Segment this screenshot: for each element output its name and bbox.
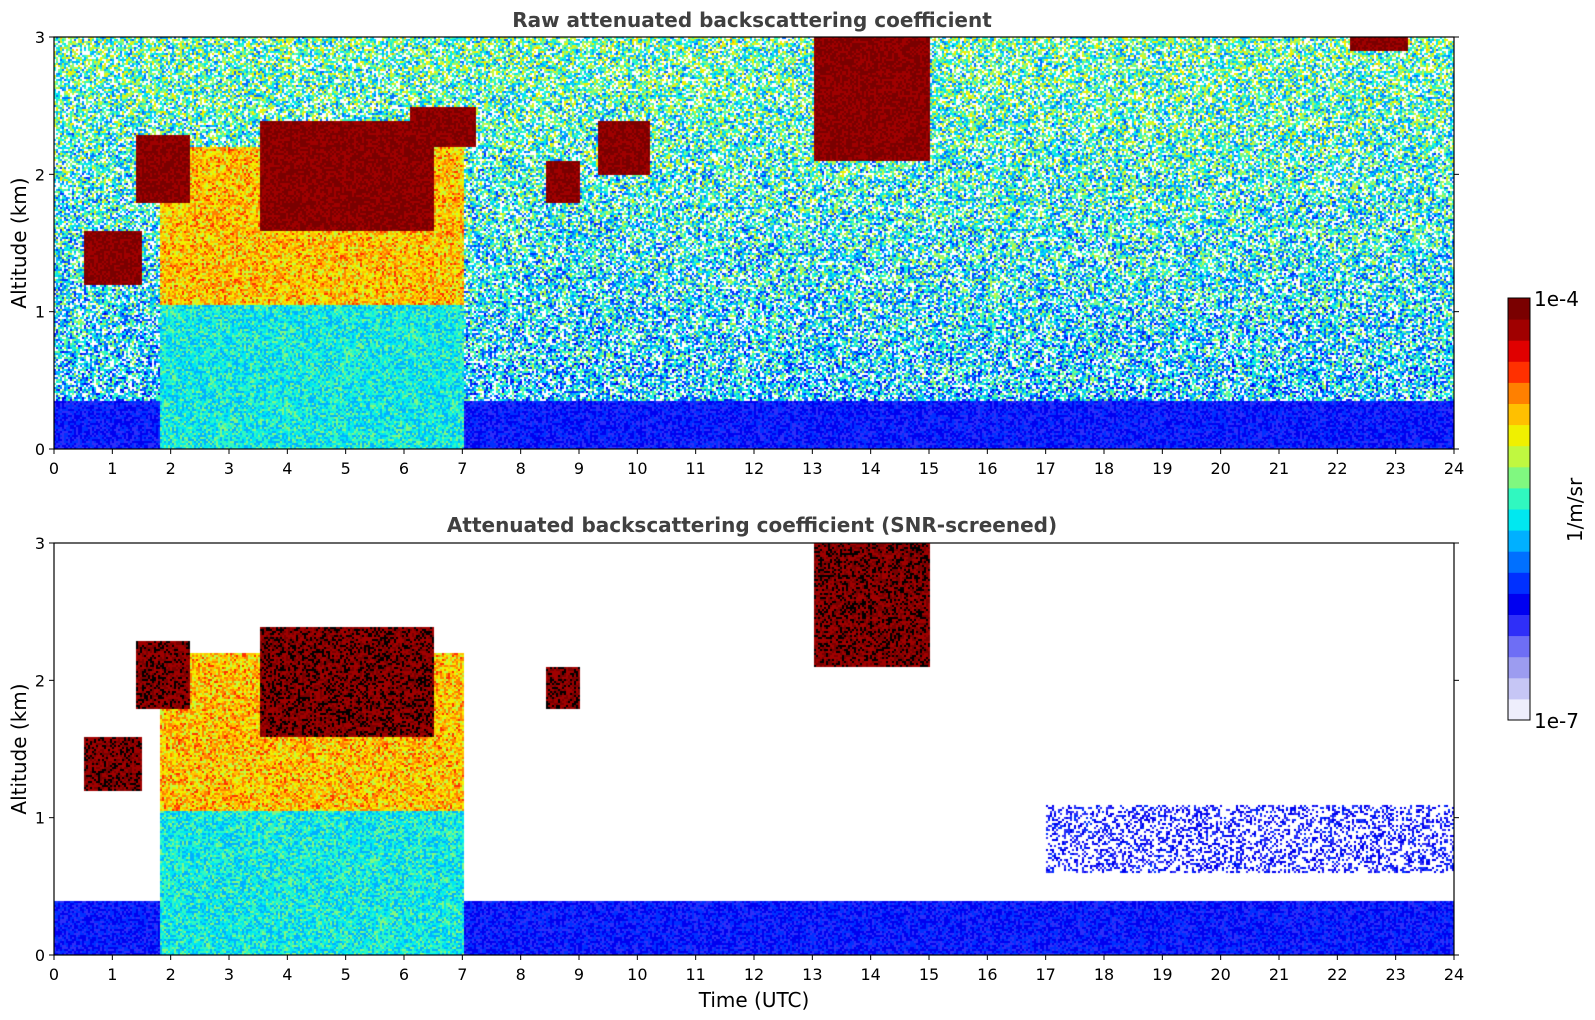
x-tick-label: 1 (107, 965, 117, 984)
x-tick-label: 1 (107, 459, 117, 478)
x-tick-label: 13 (802, 459, 822, 478)
x-tick-label: 21 (1269, 459, 1289, 478)
x-tick-label: 7 (457, 459, 467, 478)
x-tick-label: 14 (860, 459, 880, 478)
colorbar-swatch (1508, 445, 1530, 468)
y-tick-label: 3 (35, 534, 45, 553)
x-tick-label: 19 (1152, 965, 1172, 984)
y-tick-label: 2 (35, 165, 45, 184)
colorbar-swatch (1508, 424, 1530, 447)
x-tick-label: 4 (282, 459, 292, 478)
bottom-y-axis-label: Altitude (km) (7, 683, 31, 814)
x-tick-label: 3 (224, 965, 234, 984)
x-tick-label: 10 (627, 965, 647, 984)
colorbar-max-label: 1e-4 (1534, 287, 1579, 311)
colorbar-swatch (1508, 382, 1530, 404)
top-axis-ticks: 0 1 2 3 4 5 6 7 8 9 10 11 12 13 14 15 16 17 18 19 20 21 22 23 24… (35, 28, 1464, 478)
colorbar-swatch (1508, 614, 1530, 637)
x-tick-label: 18 (1094, 459, 1114, 478)
colorbar-swatch (1508, 551, 1530, 573)
y-tick-label: 1 (35, 809, 45, 828)
colorbar-unit-label: 1/m/sr (1563, 477, 1587, 542)
y-tick-label: 3 (35, 28, 45, 47)
x-tick-label: 7 (457, 965, 467, 984)
x-tick-label: 15 (919, 459, 939, 478)
x-tick-label: 23 (1385, 459, 1405, 478)
top-y-axis-label: Altitude (km) (7, 177, 31, 308)
x-tick-label: 18 (1094, 965, 1114, 984)
colorbar-swatch (1508, 635, 1530, 658)
x-tick-label: 15 (919, 965, 939, 984)
colorbar-swatch (1508, 677, 1530, 700)
x-axis-label: Time (UTC) (698, 988, 810, 1012)
x-tick-label: 0 (49, 459, 59, 478)
x-tick-label: 17 (1035, 459, 1055, 478)
x-tick-label: 12 (744, 459, 764, 478)
x-tick-label: 11 (685, 459, 705, 478)
colorbar-swatch (1508, 340, 1530, 362)
colorbar-swatch (1508, 466, 1530, 489)
x-tick-label: 11 (685, 965, 705, 984)
bottom-axis-ticks: 0 1 2 3 4 5 6 7 8 9 10 11 12 13 14 15 16 17 18 19 20 21 22 23 24… (35, 534, 1464, 984)
x-tick-label: 5 (341, 965, 351, 984)
x-tick-label: 12 (744, 965, 764, 984)
colorbar-swatch (1508, 593, 1530, 615)
colorbar-min-label: 1e-7 (1534, 709, 1579, 733)
x-tick-label: 23 (1385, 965, 1405, 984)
colorbar (1508, 298, 1530, 721)
x-tick-label: 0 (49, 965, 59, 984)
colorbar-swatch (1508, 403, 1530, 426)
x-tick-label: 19 (1152, 459, 1172, 478)
colorbar-swatch (1508, 572, 1530, 594)
x-tick-label: 16 (977, 965, 997, 984)
colorbar-swatch (1508, 361, 1530, 383)
x-tick-label: 24 (1444, 459, 1464, 478)
x-tick-label: 20 (1210, 459, 1230, 478)
y-tick-label: 0 (35, 946, 45, 965)
x-tick-label: 9 (574, 965, 584, 984)
x-tick-label: 21 (1269, 965, 1289, 984)
colorbar-swatch (1508, 298, 1530, 320)
colorbar-frame (1507, 297, 1531, 721)
x-tick-label: 9 (574, 459, 584, 478)
x-tick-label: 13 (802, 965, 822, 984)
top-panel-title: Raw attenuated backscattering coefficien… (512, 8, 992, 32)
x-tick-label: 16 (977, 459, 997, 478)
x-tick-label: 17 (1035, 965, 1055, 984)
y-tick-label: 1 (35, 303, 45, 322)
colorbar-swatch (1508, 487, 1530, 510)
x-tick-label: 2 (166, 459, 176, 478)
colorbar-swatch (1508, 656, 1530, 679)
x-tick-label: 24 (1444, 965, 1464, 984)
x-tick-label: 2 (166, 965, 176, 984)
x-tick-label: 14 (860, 965, 880, 984)
bottom-panel-title: Attenuated backscattering coefficient (S… (447, 513, 1057, 537)
x-tick-label: 6 (399, 965, 409, 984)
x-tick-label: 8 (516, 965, 526, 984)
colorbar-swatch (1508, 530, 1530, 552)
colorbar-swatch (1508, 509, 1530, 531)
x-tick-label: 3 (224, 459, 234, 478)
x-tick-label: 6 (399, 459, 409, 478)
x-tick-label: 8 (516, 459, 526, 478)
top-heatmap-area (54, 37, 1454, 449)
x-tick-label: 4 (282, 965, 292, 984)
x-tick-label: 22 (1327, 459, 1347, 478)
y-tick-label: 0 (35, 440, 45, 459)
colorbar-swatch (1508, 319, 1530, 341)
x-tick-label: 20 (1210, 965, 1230, 984)
x-tick-label: 10 (627, 459, 647, 478)
colorbar-swatch (1508, 698, 1530, 721)
bottom-heatmap-area (54, 543, 1454, 955)
x-tick-label: 22 (1327, 965, 1347, 984)
x-tick-label: 5 (341, 459, 351, 478)
y-tick-label: 2 (35, 671, 45, 690)
